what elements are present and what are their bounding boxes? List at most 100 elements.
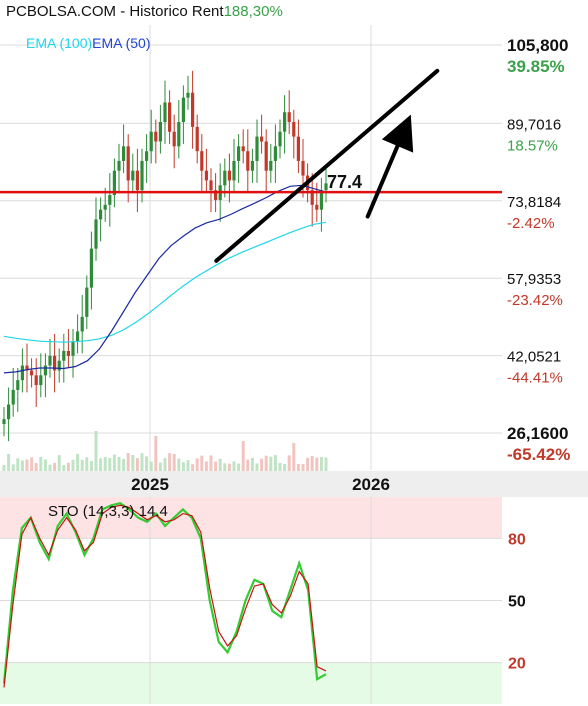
- volume-bar: [117, 456, 121, 471]
- candle-body: [57, 360, 61, 371]
- candle-body: [135, 170, 139, 191]
- candle-body: [319, 190, 323, 210]
- candle-body: [260, 136, 264, 142]
- volume-bar: [135, 458, 139, 471]
- volume-bar: [177, 458, 181, 471]
- volume-bar: [310, 455, 314, 471]
- volume-bar: [94, 431, 98, 471]
- candle-body: [108, 195, 112, 205]
- volume-bar: [66, 462, 70, 471]
- volume-bar: [103, 457, 107, 471]
- candle-body: [292, 121, 296, 137]
- candle-body: [214, 190, 218, 200]
- time-tick-label: 2026: [352, 475, 390, 494]
- volume-bar: [80, 459, 84, 471]
- candle-body: [250, 160, 254, 171]
- candle-body: [232, 160, 236, 181]
- candle-body: [296, 136, 300, 161]
- candle-body: [154, 131, 158, 142]
- arrow-shaft: [365, 138, 402, 219]
- candle-body: [158, 121, 162, 142]
- volume-bar: [122, 458, 126, 471]
- time-axis-band: [0, 471, 588, 497]
- candle-body: [315, 204, 319, 210]
- volume-bar: [145, 456, 149, 471]
- volume-bar: [99, 458, 103, 471]
- candle-body: [7, 404, 11, 420]
- candle-body: [227, 170, 231, 181]
- candle-body: [172, 131, 176, 147]
- candle-body: [16, 380, 20, 390]
- last-price-label: 77.4: [327, 172, 362, 192]
- candle-body: [264, 141, 268, 171]
- candle-body: [20, 365, 24, 381]
- candle-body: [278, 131, 282, 147]
- volume-bar: [250, 457, 254, 471]
- candle-body: [204, 170, 208, 181]
- candle-body: [34, 375, 38, 386]
- volume-bar: [16, 458, 20, 471]
- overbought-zone: [0, 497, 502, 539]
- candle-body: [30, 370, 34, 376]
- candle-body: [283, 112, 287, 132]
- candle-body: [177, 121, 181, 147]
- candle-body: [223, 170, 227, 186]
- candle-body: [186, 92, 190, 98]
- volume-bar: [154, 436, 158, 471]
- rent-value: 188,30%: [223, 3, 283, 20]
- volume-bar: [30, 457, 34, 471]
- candle-body: [66, 350, 70, 356]
- volume-bar: [301, 464, 305, 471]
- volume-bar: [53, 462, 57, 471]
- candle-body: [94, 219, 98, 249]
- candle-body: [71, 341, 75, 356]
- volume-bar: [112, 454, 116, 471]
- sto-level-label: 50: [508, 594, 526, 611]
- volume-bar: [246, 459, 250, 471]
- candle-body: [191, 92, 195, 127]
- sto-label: STO (14,3,3) 14.4: [48, 503, 168, 520]
- candle-body: [168, 102, 172, 132]
- legend-ema100: EMA (100): [26, 35, 93, 51]
- volume-bar: [85, 457, 89, 471]
- sto-title: STO (14,3,3): [48, 503, 135, 520]
- pct-tick-label: 39.85%: [507, 57, 565, 76]
- candle-body: [181, 97, 185, 122]
- candle-body: [99, 209, 103, 220]
- price-tick-label: 26,1600: [507, 424, 568, 443]
- volume-bar: [324, 457, 328, 471]
- price-tick-label: 89,7016: [507, 116, 561, 133]
- arrow-head: [381, 114, 414, 153]
- volume-bar: [48, 464, 52, 471]
- candle-body: [131, 170, 135, 181]
- candle-body: [241, 146, 245, 152]
- volume-bar: [108, 458, 112, 471]
- volume-bar: [200, 455, 204, 471]
- volume-bar: [34, 463, 38, 471]
- volume-bar: [283, 464, 287, 471]
- candle-body: [126, 146, 130, 181]
- candle-body: [122, 146, 126, 161]
- volume-bar: [89, 461, 93, 471]
- legend-ema50: EMA (50): [92, 35, 151, 51]
- volume-bar: [131, 454, 135, 471]
- candle-body: [2, 419, 6, 425]
- volume-bar: [287, 455, 291, 471]
- candle-body: [269, 160, 273, 171]
- candle-body: [11, 389, 15, 405]
- pct-tick-label: -23.42%: [507, 292, 563, 309]
- candle-body: [237, 146, 241, 161]
- volume-bar: [39, 456, 43, 471]
- time-tick-label: 2025: [131, 475, 169, 494]
- volume-bar: [163, 458, 167, 471]
- volume-bar: [181, 462, 185, 471]
- ema50-line: [3, 184, 327, 374]
- sto-current-value: 14.4: [138, 503, 168, 520]
- pct-tick-label: -65.42%: [507, 445, 570, 464]
- candle-body: [209, 180, 213, 191]
- candle-body: [53, 355, 57, 371]
- price-tick-label: 42,0521: [507, 349, 561, 366]
- volume-bar: [186, 460, 190, 471]
- volume-bar: [269, 456, 273, 471]
